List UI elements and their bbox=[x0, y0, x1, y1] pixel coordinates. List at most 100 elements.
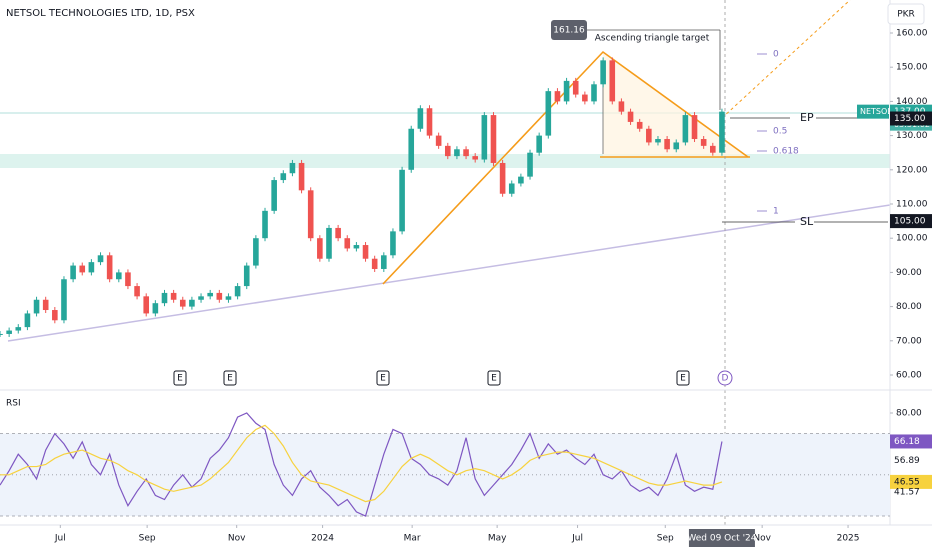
x-tick-label: 2025 bbox=[837, 534, 860, 544]
event-label: D bbox=[722, 374, 729, 384]
event-marker bbox=[487, 370, 501, 386]
candle bbox=[0, 333, 3, 335]
candle bbox=[572, 80, 579, 95]
rsi-title: RSI bbox=[6, 399, 21, 409]
candle bbox=[673, 142, 680, 150]
price-label: 135.00 bbox=[894, 114, 926, 124]
candle bbox=[353, 245, 360, 249]
x-tick-label: Jul bbox=[571, 534, 583, 544]
sl-label: SL bbox=[800, 215, 814, 228]
target-box bbox=[551, 20, 587, 40]
candle bbox=[143, 296, 150, 314]
triangle-line bbox=[382, 50, 749, 285]
target-text: Ascending triangle target bbox=[595, 34, 710, 44]
candle bbox=[490, 115, 497, 163]
price-label: 105.00 bbox=[894, 217, 926, 227]
y-tick-label: 80.00 bbox=[896, 302, 922, 312]
candle bbox=[33, 299, 40, 314]
candle bbox=[61, 279, 67, 321]
candle bbox=[125, 272, 131, 287]
candle bbox=[271, 180, 277, 211]
candle bbox=[307, 190, 314, 239]
event-marker bbox=[376, 370, 390, 386]
fib-label: 0.618 bbox=[773, 147, 799, 157]
y-tick-label: 70.00 bbox=[896, 336, 922, 346]
event-label: E bbox=[227, 374, 233, 384]
event-marker bbox=[173, 370, 187, 386]
candle bbox=[289, 162, 296, 174]
rsi-tick-label: 80.00 bbox=[896, 409, 922, 419]
candle bbox=[527, 152, 533, 177]
candle bbox=[243, 265, 250, 287]
x-tick-label: May bbox=[488, 534, 507, 544]
fib-label: 1 bbox=[773, 207, 779, 217]
fib-label: 0 bbox=[773, 50, 779, 60]
event-label: E bbox=[491, 374, 497, 384]
candle bbox=[664, 139, 670, 150]
candle bbox=[600, 60, 606, 85]
y-tick-label: 150.00 bbox=[896, 63, 928, 73]
candle bbox=[609, 60, 616, 102]
candle bbox=[253, 238, 259, 266]
projection bbox=[721, 0, 851, 119]
candle bbox=[134, 286, 140, 297]
y-tick-label: 60.00 bbox=[896, 371, 922, 381]
candle bbox=[161, 292, 168, 304]
x-tick-label: Sep bbox=[657, 534, 674, 544]
candle bbox=[682, 115, 689, 143]
event-marker bbox=[717, 370, 733, 386]
y-tick-label: 100.00 bbox=[896, 234, 928, 244]
candle bbox=[536, 135, 542, 153]
y-tick-label: 90.00 bbox=[896, 268, 922, 278]
candle bbox=[6, 330, 12, 334]
candle bbox=[326, 227, 332, 259]
candle bbox=[636, 121, 643, 129]
candle bbox=[563, 80, 570, 102]
candle bbox=[225, 296, 232, 300]
date-box bbox=[688, 529, 755, 547]
candle bbox=[381, 255, 387, 269]
candle bbox=[262, 210, 268, 239]
rsi-marker-label: 46.55 bbox=[894, 477, 920, 487]
target-value: 161.16 bbox=[553, 26, 585, 36]
candle bbox=[42, 299, 49, 311]
event-marker bbox=[223, 370, 237, 386]
candle bbox=[417, 108, 424, 129]
candle bbox=[618, 101, 625, 112]
candle bbox=[444, 145, 451, 157]
candle bbox=[435, 135, 442, 146]
chart-title: NETSOL TECHNOLOGIES LTD, 1D, PSX bbox=[6, 8, 195, 19]
event-marker bbox=[676, 370, 690, 386]
trendline bbox=[7, 204, 891, 342]
rsi-line bbox=[0, 412, 723, 517]
candle bbox=[545, 91, 552, 136]
y-tick-label: 130.00 bbox=[896, 131, 928, 141]
candle bbox=[198, 296, 204, 300]
price-label-box bbox=[890, 214, 932, 229]
candle bbox=[152, 303, 159, 314]
candle bbox=[472, 156, 478, 160]
price-label-box bbox=[890, 111, 932, 126]
x-tick-label: Nov bbox=[753, 534, 771, 544]
candle bbox=[170, 292, 177, 300]
y-tick-label: 110.00 bbox=[896, 200, 928, 210]
candle bbox=[454, 149, 460, 157]
currency: PKR bbox=[897, 10, 915, 20]
candle bbox=[481, 115, 488, 160]
currency-box[interactable] bbox=[887, 3, 925, 25]
fib: 0 0.5 0.618 1 bbox=[757, 50, 799, 217]
rsi-marker-label: 66.18 bbox=[894, 437, 920, 447]
candle bbox=[627, 111, 634, 122]
candle bbox=[371, 258, 378, 269]
candle bbox=[189, 299, 195, 307]
rsi-line bbox=[0, 424, 723, 503]
x-tick-label: 2024 bbox=[311, 534, 334, 544]
candle bbox=[390, 231, 396, 256]
candle bbox=[700, 139, 707, 146]
candle bbox=[691, 115, 698, 140]
candle bbox=[499, 162, 506, 194]
candle bbox=[554, 91, 561, 102]
rsi-marker-label: 41.57 bbox=[894, 488, 920, 498]
candle bbox=[97, 255, 104, 263]
